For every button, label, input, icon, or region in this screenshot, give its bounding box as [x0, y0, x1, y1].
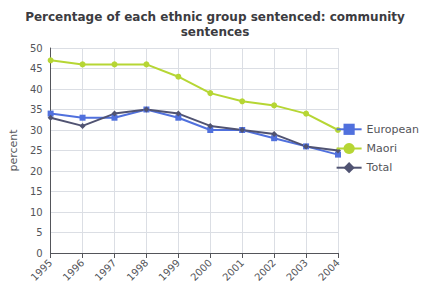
svg-text:25: 25 [30, 145, 43, 156]
svg-text:15: 15 [30, 186, 43, 197]
svg-text:40: 40 [30, 84, 43, 95]
svg-text:Maori: Maori [367, 142, 398, 155]
svg-text:1995: 1995 [29, 257, 55, 283]
svg-text:30: 30 [30, 125, 43, 136]
svg-text:20: 20 [30, 166, 43, 177]
svg-text:European: European [367, 123, 419, 136]
svg-text:2001: 2001 [220, 257, 246, 283]
svg-text:2004: 2004 [316, 257, 342, 283]
svg-text:sentences: sentences [181, 25, 250, 39]
svg-text:percent: percent [7, 129, 20, 172]
svg-text:Total: Total [366, 161, 393, 174]
svg-text:10: 10 [30, 207, 43, 218]
svg-text:1998: 1998 [125, 257, 151, 283]
svg-text:0: 0 [36, 248, 42, 259]
svg-text:1999: 1999 [156, 257, 182, 283]
svg-text:5: 5 [36, 227, 42, 238]
svg-text:45: 45 [30, 63, 43, 74]
svg-text:2003: 2003 [284, 257, 310, 283]
svg-text:1997: 1997 [93, 257, 119, 283]
svg-text:35: 35 [30, 104, 43, 115]
svg-text:2002: 2002 [252, 257, 278, 283]
svg-text:1996: 1996 [61, 257, 87, 283]
svg-text:50: 50 [30, 43, 43, 54]
svg-text:2000: 2000 [188, 257, 214, 283]
svg-text:Percentage of each ethnic grou: Percentage of each ethnic group sentence… [25, 10, 405, 24]
